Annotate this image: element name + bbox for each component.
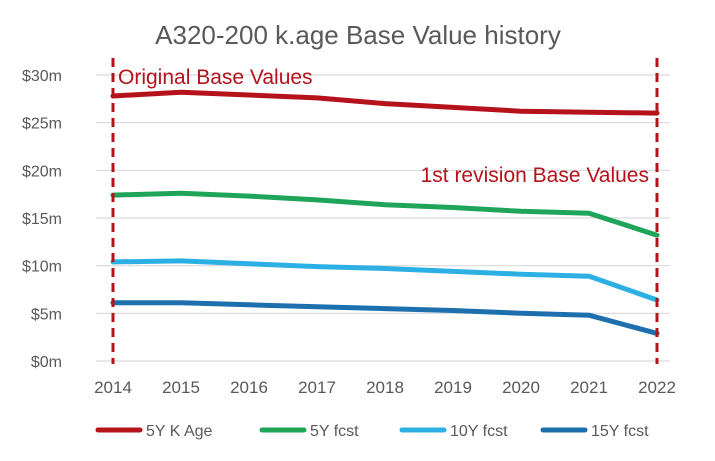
x-tick-label: 2015 [162,378,200,397]
x-tick-label: 2017 [298,378,336,397]
x-tick-label: 2020 [502,378,540,397]
y-tick-label: $20m [22,163,62,180]
series-line-10y-fcst [110,258,660,303]
gridlines [96,74,670,362]
chart-title: A320-200 k.age Base Value history [155,20,561,50]
legend-label: 5Y fcst [310,423,359,440]
y-tick-label: $5m [31,306,62,323]
vertical-markers [111,58,659,364]
x-tick-label: 2021 [570,378,608,397]
y-axis-ticks: $0m $5m $10m $15m $20m $25m $30m [22,68,62,371]
annotation-first-revision-base-values: 1st revision Base Values [421,164,649,187]
x-tick-label: 2018 [366,378,404,397]
series-line-5y-k-age [110,89,660,116]
legend: 5Y K Age 5Y fcst 10Y fcst 15Y fcst [95,423,649,440]
series-lines [110,89,660,336]
x-tick-label: 2022 [638,378,676,397]
x-tick-label: 2014 [94,378,132,397]
series-line-15y-fcst [110,300,660,336]
legend-label: 10Y fcst [450,423,508,440]
y-tick-label: $15m [22,211,62,228]
x-tick-label: 2019 [434,378,472,397]
y-tick-label: $25m [22,116,62,133]
annotation-original-base-values: Original Base Values [118,66,313,89]
x-axis-ticks: 2014 2015 2016 2017 2018 2019 2020 2021 2022 [94,378,676,397]
series-line-5y-fcst [110,190,660,238]
y-tick-label: $30m [22,68,62,85]
y-tick-label: $0m [31,354,62,371]
x-tick-label: 2016 [230,378,268,397]
legend-label: 5Y K Age [146,423,213,440]
legend-label: 15Y fcst [591,423,649,440]
y-tick-label: $10m [22,259,62,276]
